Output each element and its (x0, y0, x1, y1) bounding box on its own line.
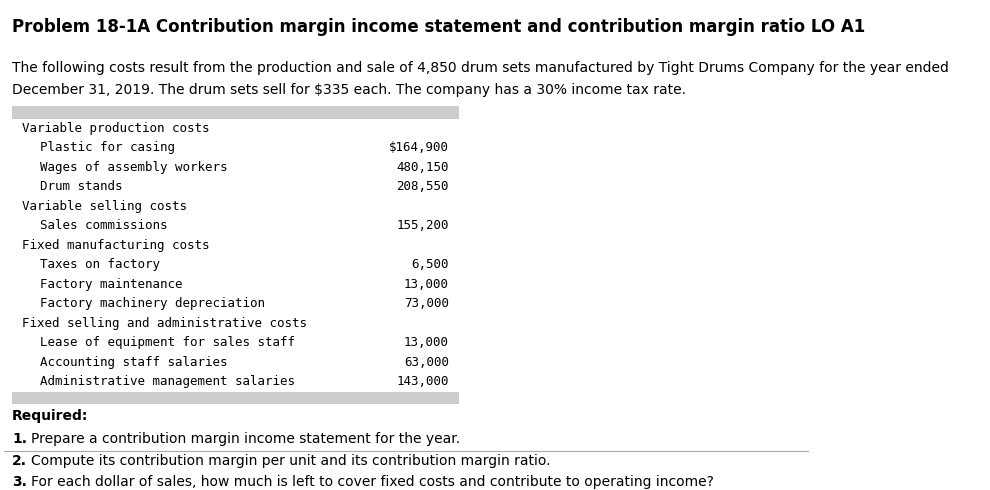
Text: Factory maintenance: Factory maintenance (40, 278, 182, 291)
Text: 480,150: 480,150 (396, 161, 449, 174)
Text: For each dollar of sales, how much is left to cover fixed costs and contribute t: For each dollar of sales, how much is le… (31, 475, 714, 489)
Text: The following costs result from the production and sale of 4,850 drum sets manuf: The following costs result from the prod… (12, 61, 949, 74)
Text: 13,000: 13,000 (404, 278, 449, 291)
Text: 1.: 1. (12, 432, 27, 446)
Text: Prepare a contribution margin income statement for the year.: Prepare a contribution margin income sta… (31, 432, 459, 446)
Text: 2.: 2. (12, 454, 27, 467)
Text: Fixed selling and administrative costs: Fixed selling and administrative costs (22, 317, 307, 330)
Text: 143,000: 143,000 (396, 375, 449, 389)
Text: December 31, 2019. The drum sets sell for $335 each. The company has a 30% incom: December 31, 2019. The drum sets sell fo… (12, 83, 686, 98)
Text: Drum stands: Drum stands (40, 180, 122, 194)
FancyBboxPatch shape (12, 392, 458, 404)
Text: Administrative management salaries: Administrative management salaries (40, 375, 295, 389)
Text: Factory machinery depreciation: Factory machinery depreciation (40, 297, 264, 310)
Text: Required:: Required: (12, 409, 88, 423)
Text: 155,200: 155,200 (396, 220, 449, 232)
FancyBboxPatch shape (12, 106, 458, 119)
Text: $164,900: $164,900 (389, 141, 449, 154)
Text: Variable selling costs: Variable selling costs (22, 200, 187, 213)
Text: Compute its contribution margin per unit and its contribution margin ratio.: Compute its contribution margin per unit… (31, 454, 550, 467)
Text: Variable production costs: Variable production costs (22, 122, 209, 135)
Text: 3.: 3. (12, 475, 27, 489)
Text: 13,000: 13,000 (404, 337, 449, 349)
Text: 6,500: 6,500 (412, 258, 449, 271)
Text: Fixed manufacturing costs: Fixed manufacturing costs (22, 239, 209, 252)
FancyBboxPatch shape (12, 119, 458, 392)
Text: Taxes on factory: Taxes on factory (40, 258, 159, 271)
Text: 208,550: 208,550 (396, 180, 449, 194)
Text: Sales commissions: Sales commissions (40, 220, 167, 232)
Text: Accounting staff salaries: Accounting staff salaries (40, 356, 227, 369)
Text: Lease of equipment for sales staff: Lease of equipment for sales staff (40, 337, 295, 349)
Text: Plastic for casing: Plastic for casing (40, 141, 174, 154)
Text: 63,000: 63,000 (404, 356, 449, 369)
Text: Problem 18-1A Contribution margin income statement and contribution margin ratio: Problem 18-1A Contribution margin income… (12, 18, 865, 36)
Text: 73,000: 73,000 (404, 297, 449, 310)
Text: Wages of assembly workers: Wages of assembly workers (40, 161, 227, 174)
